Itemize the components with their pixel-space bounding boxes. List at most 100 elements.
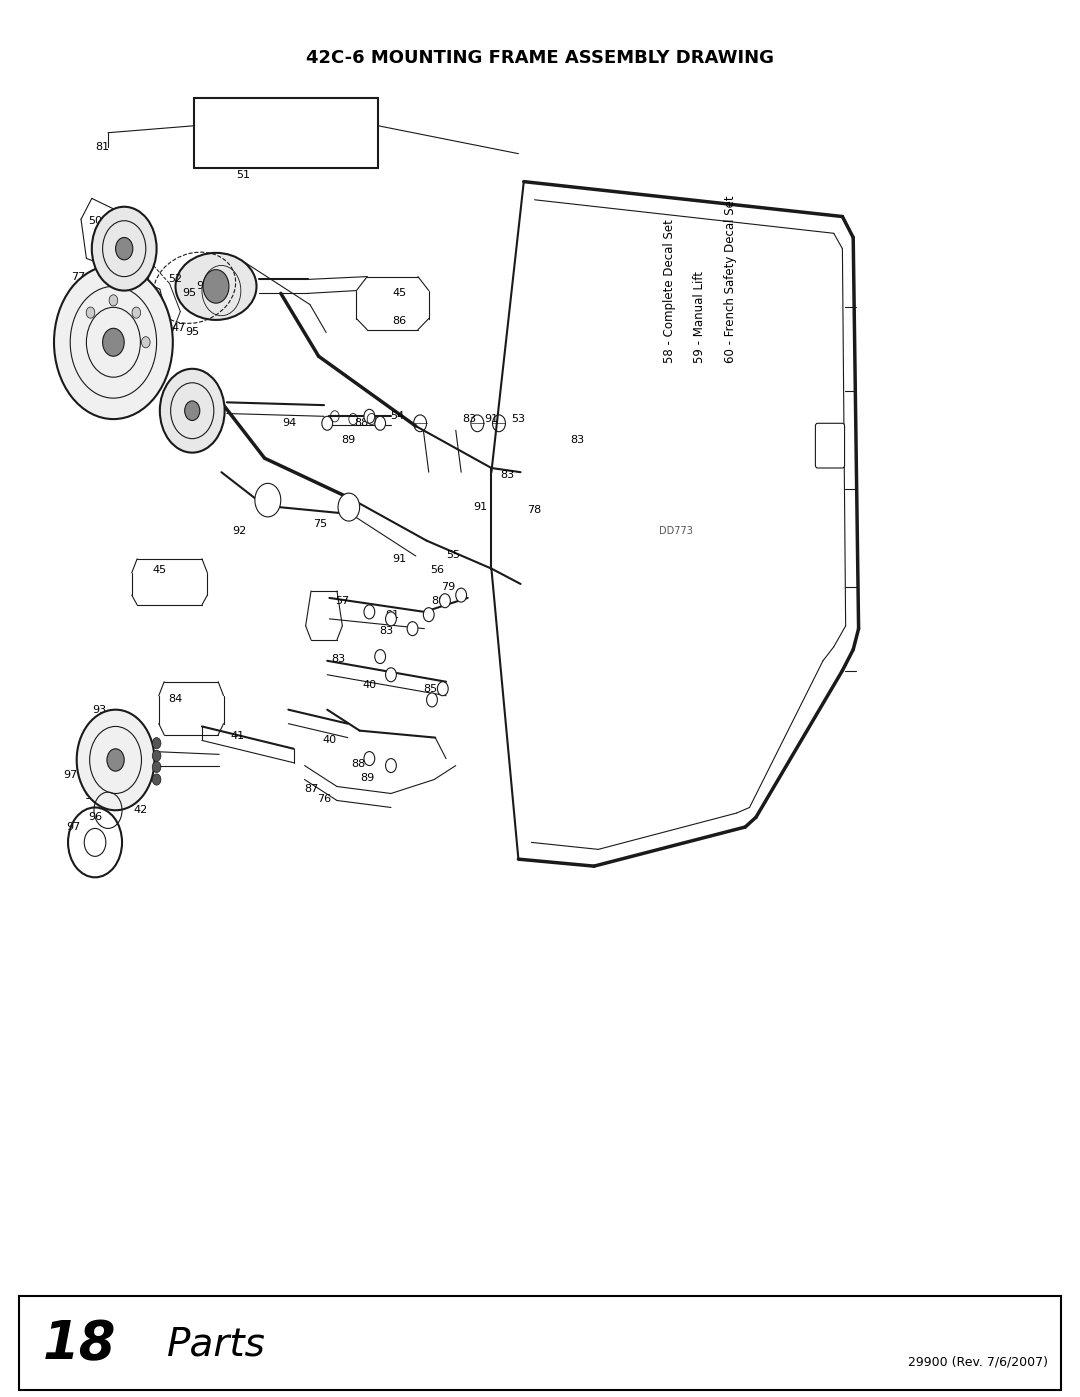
- Circle shape: [437, 682, 448, 696]
- Circle shape: [86, 307, 95, 319]
- Text: 88: 88: [351, 759, 366, 770]
- Circle shape: [116, 237, 133, 260]
- Text: 41: 41: [230, 731, 245, 742]
- Text: 87: 87: [303, 784, 319, 795]
- Text: 95: 95: [185, 327, 200, 338]
- Text: 50: 50: [89, 215, 102, 226]
- Text: 83: 83: [379, 626, 394, 637]
- Text: 44: 44: [108, 732, 123, 743]
- Circle shape: [109, 295, 118, 306]
- Text: 54: 54: [390, 411, 405, 422]
- Text: 93: 93: [92, 704, 107, 715]
- Circle shape: [375, 650, 386, 664]
- Text: 83: 83: [462, 414, 477, 425]
- Text: 40: 40: [362, 679, 377, 690]
- Text: 95: 95: [181, 288, 197, 299]
- Circle shape: [92, 207, 157, 291]
- Circle shape: [375, 416, 386, 430]
- Text: 93: 93: [138, 770, 153, 781]
- Circle shape: [427, 693, 437, 707]
- Circle shape: [152, 761, 161, 773]
- Text: 57: 57: [335, 595, 350, 606]
- Circle shape: [440, 594, 450, 608]
- Text: 83: 83: [500, 469, 515, 481]
- Text: 29900 (Rev. 7/6/2007): 29900 (Rev. 7/6/2007): [907, 1355, 1048, 1368]
- Circle shape: [338, 493, 360, 521]
- Circle shape: [364, 605, 375, 619]
- Text: 55: 55: [447, 549, 460, 560]
- Text: 43: 43: [131, 760, 146, 771]
- Circle shape: [423, 608, 434, 622]
- Text: 96: 96: [195, 281, 211, 292]
- Circle shape: [386, 759, 396, 773]
- Circle shape: [185, 401, 200, 420]
- Circle shape: [152, 774, 161, 785]
- Circle shape: [386, 668, 396, 682]
- Circle shape: [77, 710, 154, 810]
- Text: 49: 49: [98, 274, 113, 285]
- Text: 78: 78: [527, 504, 542, 515]
- Text: 90: 90: [84, 791, 99, 802]
- Text: 42C-6 MOUNTING FRAME ASSEMBLY DRAWING: 42C-6 MOUNTING FRAME ASSEMBLY DRAWING: [306, 49, 774, 67]
- FancyBboxPatch shape: [815, 423, 845, 468]
- Circle shape: [364, 752, 375, 766]
- Circle shape: [322, 416, 333, 430]
- Circle shape: [456, 588, 467, 602]
- Text: 79: 79: [441, 581, 456, 592]
- Text: 46: 46: [203, 409, 218, 420]
- Text: 88: 88: [120, 271, 135, 282]
- Text: 88: 88: [354, 418, 369, 429]
- Circle shape: [132, 307, 140, 319]
- Circle shape: [103, 328, 124, 356]
- Text: 54: 54: [338, 497, 353, 509]
- Circle shape: [255, 483, 281, 517]
- Text: 42: 42: [133, 805, 148, 816]
- Circle shape: [152, 738, 161, 749]
- Circle shape: [203, 270, 229, 303]
- Text: 53: 53: [512, 414, 525, 425]
- Circle shape: [107, 749, 124, 771]
- FancyBboxPatch shape: [19, 1296, 1061, 1390]
- Circle shape: [141, 337, 150, 348]
- Text: 45: 45: [392, 288, 407, 299]
- Text: 48: 48: [60, 337, 76, 348]
- Text: 56: 56: [431, 564, 444, 576]
- Text: 91: 91: [392, 553, 407, 564]
- Ellipse shape: [175, 253, 257, 320]
- Text: 91: 91: [384, 609, 400, 620]
- Text: 91: 91: [473, 502, 488, 513]
- Circle shape: [386, 612, 396, 626]
- Text: 51: 51: [237, 169, 249, 180]
- Circle shape: [152, 750, 161, 761]
- Text: 82: 82: [93, 253, 108, 264]
- Text: 91: 91: [484, 414, 499, 425]
- Text: 83: 83: [330, 654, 346, 665]
- Circle shape: [160, 369, 225, 453]
- Text: 92: 92: [232, 525, 247, 536]
- Text: 60 - French Safety Decal Set: 60 - French Safety Decal Set: [724, 196, 737, 363]
- Text: 89: 89: [360, 773, 375, 784]
- Text: 83: 83: [570, 434, 585, 446]
- Text: 86: 86: [392, 316, 407, 327]
- Text: 45: 45: [152, 564, 167, 576]
- Text: 47: 47: [171, 323, 186, 334]
- Text: 85: 85: [422, 683, 437, 694]
- Text: 80: 80: [431, 595, 446, 606]
- Text: 81: 81: [95, 141, 110, 152]
- Text: 59 - Manual Lift: 59 - Manual Lift: [693, 271, 706, 363]
- Text: 47: 47: [167, 407, 183, 418]
- Text: 89: 89: [341, 434, 356, 446]
- Text: Parts: Parts: [167, 1326, 267, 1363]
- Text: 97: 97: [66, 821, 81, 833]
- Text: 18: 18: [43, 1319, 117, 1370]
- Text: 84: 84: [167, 693, 183, 704]
- Text: 97: 97: [63, 770, 78, 781]
- Text: 40: 40: [322, 735, 337, 746]
- Text: 77: 77: [70, 271, 85, 282]
- Text: 58 - Complete Decal Set: 58 - Complete Decal Set: [663, 219, 676, 363]
- Text: 43: 43: [120, 746, 135, 757]
- Text: 52: 52: [167, 274, 183, 285]
- Text: 96: 96: [87, 812, 103, 823]
- Text: 94: 94: [282, 418, 297, 429]
- Text: 97: 97: [208, 285, 224, 296]
